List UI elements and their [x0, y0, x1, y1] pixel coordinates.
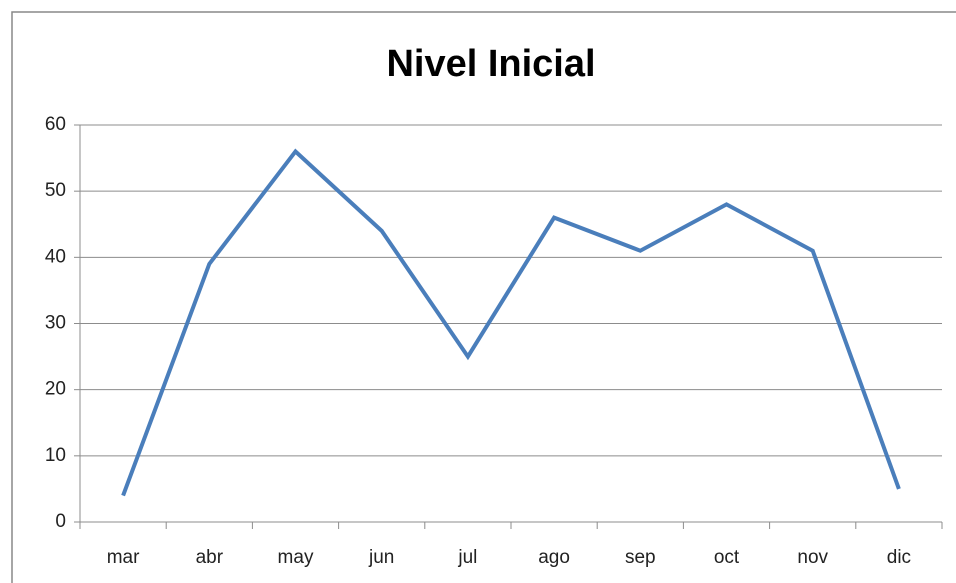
x-tick-label: nov — [797, 547, 828, 568]
y-tick-label: 20 — [45, 379, 66, 400]
x-tick-label: mar — [107, 547, 140, 568]
data-line — [121, 148, 901, 497]
chart-frame — [11, 11, 956, 583]
y-tick-label: 0 — [55, 511, 66, 532]
y-tick-label: 60 — [45, 114, 66, 135]
chart-title: Nivel Inicial — [386, 43, 595, 85]
x-tick-label: ago — [538, 547, 570, 568]
x-tick-label: dic — [887, 547, 911, 568]
x-tick-label: abr — [196, 547, 224, 568]
y-tick-label: 50 — [45, 180, 66, 201]
y-tick-label: 40 — [45, 246, 66, 267]
x-tick-label: may — [278, 547, 314, 568]
y-tick-label: 30 — [45, 313, 66, 334]
y-tick-label: 10 — [45, 445, 66, 466]
x-tick-label: sep — [625, 547, 656, 568]
x-tick-label: oct — [714, 547, 740, 568]
x-tick-label: jun — [368, 547, 394, 568]
x-tick-label: jul — [457, 547, 477, 568]
